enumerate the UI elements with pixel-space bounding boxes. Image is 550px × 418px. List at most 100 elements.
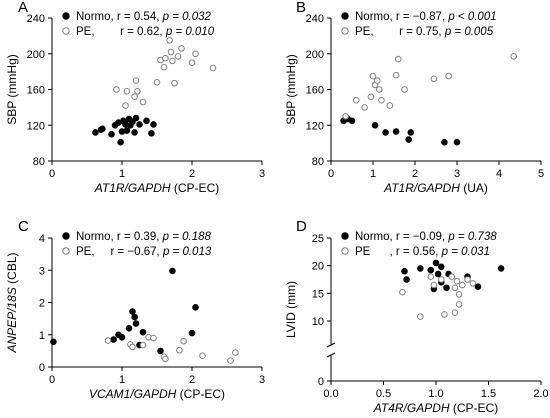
data-point-pe [162, 355, 169, 363]
data-point-normo [348, 117, 356, 125]
data-point-normo [441, 138, 448, 146]
legend-marker-pe [341, 27, 349, 35]
x-tick-label: 0 [49, 168, 55, 180]
data-point-pe [178, 45, 185, 52]
legend-series-name: PE [76, 246, 92, 258]
panel-letter: C [18, 218, 29, 235]
x-axis-label: AT1R/GAPDH (UA) [383, 181, 488, 195]
data-point-normo [129, 308, 136, 315]
legend-marker-normo [62, 12, 70, 20]
legend-r-value: , r = 0.62, [91, 26, 165, 38]
data-point-pe [188, 59, 196, 67]
y-tick-label: 80 [312, 156, 324, 168]
x-tick-label: 2 [189, 168, 195, 180]
x-axis-label-gene: VCAM1/GAPDH [89, 387, 177, 401]
data-point-normo [131, 313, 138, 321]
data-point-pe [232, 349, 239, 356]
data-point-normo [474, 283, 482, 291]
legend-marker-normo [341, 12, 349, 20]
y-tick-label: 10 [312, 316, 324, 328]
panel-d: D 0.0 0.5 1.0 1.5 2.0 0 10 15 20 25 AT4R/GAPDH (CP-… [284, 218, 549, 415]
x-tick-label: 1 [370, 168, 376, 180]
data-point-pe [174, 53, 182, 60]
x-tick-label: 3 [259, 374, 265, 386]
y-axis-label: ANPEP/18S (CBL) [5, 252, 19, 353]
legend-entry: PE, r = 0.62, p = 0.010 [76, 26, 215, 38]
data-point-pe [342, 113, 350, 120]
x-tick-label: 0.0 [323, 388, 338, 400]
legend-entry: PE, r = −0.67, p = 0.013 [76, 246, 212, 258]
legend-r-value: , r = 0.54, [111, 11, 163, 23]
data-point-pe [469, 280, 477, 287]
legend-marker-pe [62, 247, 70, 255]
y-tick-label: 240 [306, 13, 324, 25]
legend-series-name: Normo [76, 231, 111, 243]
data-point-pe [132, 77, 140, 84]
data-point-pe [453, 277, 461, 285]
x-axis-label: VCAM1/GAPDH (CP-EC) [89, 387, 225, 401]
legend-marker-pe [341, 247, 349, 255]
data-point-normo [148, 130, 155, 137]
x-tick-label: 2.0 [533, 388, 548, 400]
data-point-normo [443, 284, 450, 292]
data-point-pe [199, 352, 206, 360]
panel-letter: A [18, 0, 28, 16]
y-tick-label: 160 [27, 85, 45, 97]
x-tick-label: 0 [328, 168, 334, 180]
data-point-pe [445, 72, 452, 80]
x-axis-label-unit: (CP-EC) [171, 181, 220, 195]
legend-entry: Normo, r = −0.09, p = 0.738 [355, 231, 497, 243]
y-tick-label: 200 [306, 49, 324, 61]
data-point-pe [373, 77, 381, 84]
x-axis-label-gene: AT1R/GAPDH [383, 181, 460, 195]
y-tick-label: 20 [312, 261, 324, 273]
y-axis-label: SBP (mmHg) [284, 54, 298, 124]
data-point-normo [427, 266, 435, 274]
data-point-normo [407, 129, 415, 136]
data-point-pe [150, 334, 157, 342]
data-point-normo [108, 130, 115, 138]
data-point-pe [180, 337, 187, 345]
data-point-normo [434, 270, 442, 278]
data-point-normo [136, 121, 143, 128]
legend-entry: PE, r = 0.75, p = 0.005 [355, 26, 494, 38]
y-tick-label: 120 [27, 120, 45, 132]
x-tick-label: 1.0 [428, 388, 443, 400]
data-point-normo [371, 122, 379, 129]
data-point-normo [382, 129, 389, 136]
data-point-normo [132, 320, 140, 327]
data-point-normo [157, 347, 164, 355]
panel-letter: B [296, 0, 306, 16]
legend-r-value: , r = 0.39, [111, 231, 163, 243]
x-axis-label-unit: (CP-EC) [176, 387, 225, 401]
legend-series-name: PE [355, 26, 371, 38]
y-tick-label: 0 [318, 376, 324, 388]
data-point-pe [160, 63, 168, 71]
data-point-normo [188, 329, 196, 337]
data-point-pe [123, 88, 131, 95]
data-point-pe [438, 276, 445, 283]
y-axis-label: SBP (mmHg) [5, 54, 19, 124]
data-point-normo [403, 276, 410, 283]
legend-series-name: PE [76, 26, 92, 38]
data-point-pe [153, 79, 161, 86]
data-point-pe [451, 284, 459, 292]
data-point-pe [367, 93, 375, 100]
data-point-pe [167, 48, 175, 56]
x-tick-label: 1.5 [481, 388, 496, 400]
data-point-pe [376, 86, 383, 93]
x-tick-label: 3 [259, 168, 265, 180]
panel-c: C 0 1 2 3 0 1 2 3 4 VCAM1/GAPDH (CP-EC) ANPEP/18S (… [5, 218, 265, 401]
data-point-pe [417, 313, 424, 320]
data-point-pe [401, 86, 408, 93]
legend-marker-normo [62, 232, 70, 240]
data-point-pe [162, 54, 169, 62]
data-point-normo [143, 117, 150, 125]
legend-entry: Normo, r = 0.39, p = 0.188 [76, 231, 212, 243]
legend-p-value: p = 0.010 [165, 26, 215, 38]
data-point-normo [432, 259, 440, 267]
data-point-normo [405, 136, 413, 143]
legend-r-value: , r = 0.56, [370, 246, 441, 258]
data-point-normo [169, 267, 176, 275]
x-tick-label: 2 [412, 168, 418, 180]
